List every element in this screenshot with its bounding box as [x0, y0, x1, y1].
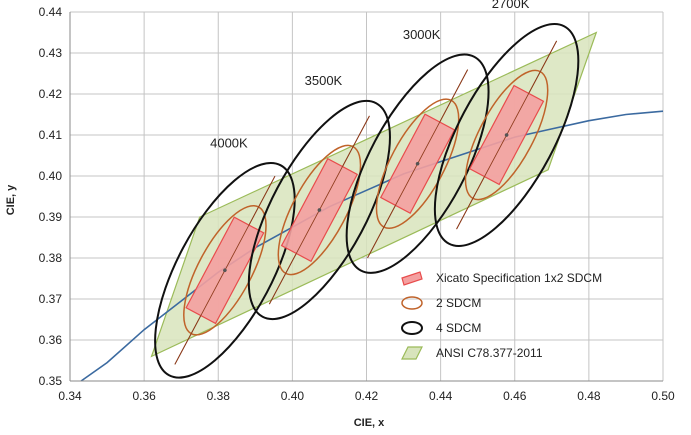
cct-group	[345, 53, 490, 274]
legend-item-ansi: ANSI C78.377-2011	[401, 346, 543, 360]
axes	[69, 12, 663, 382]
legend-label: Xicato Specification 1x2 SDCM	[436, 271, 602, 285]
legend-swatch-sdcm4	[401, 321, 423, 335]
legend-item-sdcm2: 2 SDCM	[401, 296, 481, 310]
legend-swatch-ansi	[401, 346, 423, 360]
sdcm4-ellipse	[433, 23, 580, 247]
y-tick-label: 0.40	[39, 169, 63, 183]
cct-label: 3000K	[403, 27, 441, 42]
x-tick-label: 0.36	[132, 389, 156, 403]
center-point	[504, 133, 509, 137]
legend-label: 2 SDCM	[436, 296, 481, 310]
x-tick-label: 0.44	[429, 389, 453, 403]
legend-swatch-sdcm2	[401, 296, 423, 310]
cct-label: 2700K	[492, 0, 530, 11]
legend-item-sdcm4: 4 SDCM	[401, 321, 481, 335]
y-tick-label: 0.42	[39, 87, 63, 101]
sdcm4-ellipse	[345, 53, 490, 274]
y-tick-label: 0.43	[39, 46, 63, 60]
y-tick-label: 0.38	[39, 251, 63, 265]
x-tick-label: 0.34	[58, 389, 82, 403]
ansi-region	[150, 31, 598, 358]
x-tick-label: 0.50	[651, 389, 675, 403]
cct-label: 3500K	[305, 73, 343, 88]
legend-item-spec: Xicato Specification 1x2 SDCM	[401, 271, 602, 286]
cct-group	[247, 99, 391, 321]
y-tick-label: 0.35	[39, 374, 63, 388]
cct-labels: 4000K 3500K 3000K 2700K	[210, 0, 530, 150]
center-point	[317, 208, 322, 212]
y-tick-label: 0.41	[39, 128, 63, 142]
sdcm4-ellipse	[154, 161, 296, 379]
x-tick-label: 0.40	[281, 389, 305, 403]
y-tick-label: 0.44	[39, 5, 63, 19]
tick-labels: 0.34 0.36 0.38 0.40 0.42 0.44 0.46 0.48 0.50 0.35…	[39, 5, 675, 403]
legend: Xicato Specification 1x2 SDCM 2 SDCM 4 SDC…	[401, 271, 602, 360]
cct-label: 4000K	[210, 135, 248, 150]
y-tick-label: 0.39	[39, 210, 63, 224]
sdcm4-ellipse	[247, 99, 391, 321]
sdcm-ellipses	[154, 23, 580, 379]
x-tick-label: 0.38	[207, 389, 231, 403]
legend-label: ANSI C78.377-2011	[436, 346, 543, 360]
legend-swatch-spec	[401, 271, 423, 286]
ansi-quadrangle	[150, 31, 598, 358]
x-axis-label: CIE, x	[354, 417, 385, 429]
x-tick-label: 0.42	[355, 389, 379, 403]
center-point	[415, 161, 420, 166]
legend-label: 4 SDCM	[436, 321, 481, 335]
y-tick-label: 0.36	[39, 333, 63, 347]
y-tick-label: 0.37	[39, 292, 63, 306]
x-tick-label: 0.46	[503, 389, 527, 403]
center-point	[223, 268, 227, 273]
x-tick-label: 0.48	[577, 389, 601, 403]
y-axis-label: CIE, y	[5, 184, 17, 215]
cct-group	[433, 23, 580, 247]
